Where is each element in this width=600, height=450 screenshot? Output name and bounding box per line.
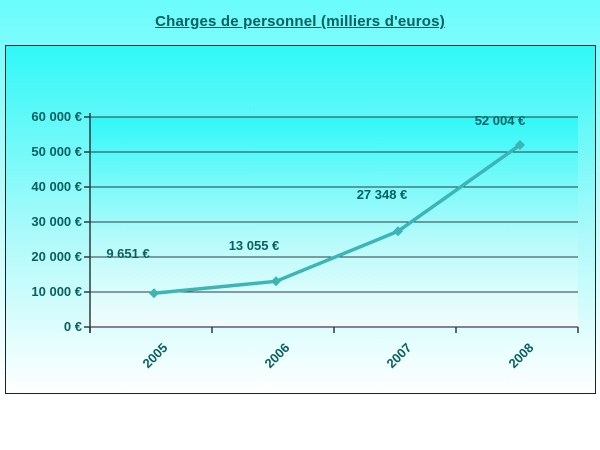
y-axis-label: 10 000 € (31, 284, 82, 299)
data-label: 27 348 € (356, 187, 408, 203)
y-axis-label: 60 000 € (31, 109, 82, 124)
data-point-marker (149, 288, 159, 299)
data-point-marker (515, 139, 525, 150)
data-point-marker (393, 226, 403, 237)
chart-title: Charges de personnel (milliers d'euros) (155, 13, 445, 30)
data-label: 13 055 € (228, 238, 280, 254)
data-point-marker (271, 276, 281, 287)
y-axis-label: 20 000 € (31, 249, 82, 264)
y-axis-label: 40 000 € (31, 179, 82, 194)
data-label: 9 651 € (106, 246, 150, 262)
series-line (152, 143, 522, 295)
y-axis-label: 0 € (63, 319, 82, 334)
x-axis-label: 2007 (383, 340, 415, 372)
x-axis-label: 2006 (261, 340, 293, 372)
y-axis-label: 30 000 € (31, 214, 82, 229)
x-axis-label: 2008 (505, 340, 537, 372)
x-axis-label: 2005 (139, 340, 171, 372)
data-label: 52 004 € (474, 112, 526, 128)
y-axis-label: 50 000 € (31, 144, 82, 159)
